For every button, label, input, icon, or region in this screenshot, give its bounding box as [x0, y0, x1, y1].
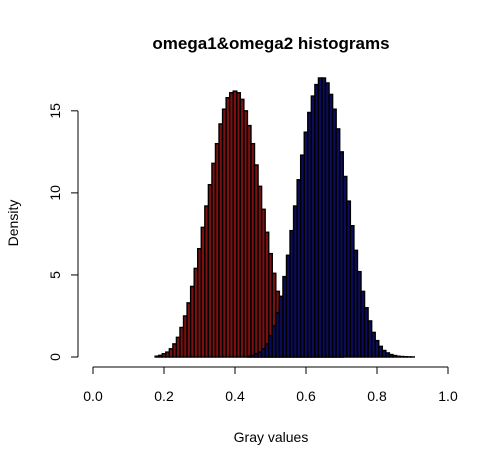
- y-axis-label: Density: [5, 200, 21, 247]
- x-tick-label: 0.0: [83, 388, 103, 404]
- y-tick-label: 0: [47, 353, 63, 361]
- y-tick-label: 10: [47, 185, 63, 201]
- x-tick-label: 1.0: [438, 388, 458, 404]
- x-ticks: 0.0 0.2 0.4 0.6 0.8 1.0: [83, 367, 458, 404]
- y-tick-label: 15: [47, 103, 63, 119]
- axes-layer: [77, 110, 448, 368]
- x-tick-label: 0.8: [367, 388, 387, 404]
- x-tick-label: 0.6: [296, 388, 316, 404]
- y-ticks: 0 5 10 15: [47, 103, 78, 361]
- x-tick-label: 0.4: [225, 388, 245, 404]
- y-tick-label: 5: [47, 271, 63, 279]
- x-tick-label: 0.2: [154, 388, 174, 404]
- chart-title: omega1&omega2 histograms: [152, 34, 389, 53]
- x-axis-label: Gray values: [234, 429, 309, 445]
- bars-layer: [154, 77, 415, 358]
